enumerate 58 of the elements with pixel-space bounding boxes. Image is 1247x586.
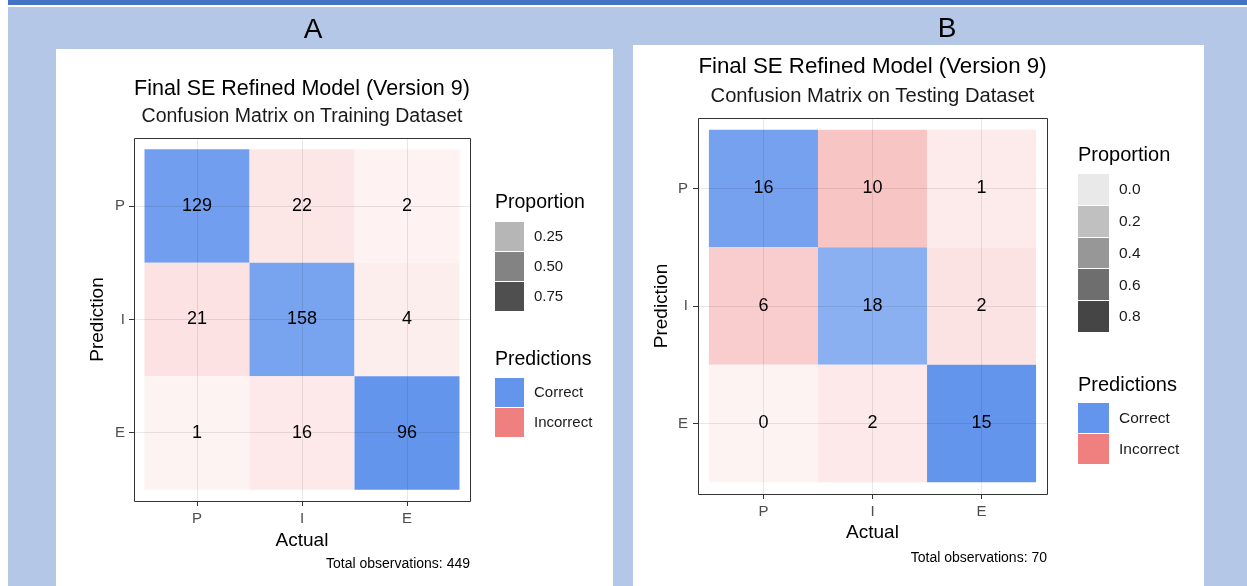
- x-tick-label: I: [870, 502, 875, 520]
- text: 0.0: [1119, 180, 1141, 198]
- y-tick-label: I: [683, 296, 688, 314]
- text: Total observations: 70: [910, 548, 1048, 565]
- data-label: 2: [867, 412, 878, 433]
- legend-label: Incorrect: [1119, 439, 1180, 457]
- legend-label: Incorrect: [534, 413, 594, 431]
- data-label: 2: [976, 294, 987, 315]
- text: 0.4: [1119, 243, 1141, 261]
- y-tick-label: P: [677, 178, 688, 196]
- x-tick-label: P: [191, 509, 203, 527]
- legend-label: Correct: [534, 383, 585, 401]
- chart-subtitle: Confusion Matrix on Testing Dataset: [710, 83, 1035, 106]
- data-label: 21: [186, 308, 208, 329]
- legend-title: Predictions: [495, 347, 592, 370]
- chart-title: Final SE Refined Model (Version 9): [134, 75, 470, 100]
- data-label: 129: [181, 195, 213, 216]
- data-label: 16: [291, 421, 313, 442]
- x-tick-label: E: [401, 509, 413, 527]
- text: 0.2: [1119, 211, 1141, 229]
- text: 0.75: [534, 287, 564, 305]
- text: Proportion: [1078, 142, 1171, 165]
- text: Proportion: [495, 190, 585, 213]
- data-label: 96: [396, 421, 418, 442]
- y-tick-label: E: [677, 413, 688, 431]
- text: 0.50: [534, 257, 564, 275]
- y-tick-label: P: [114, 196, 125, 214]
- data-label: 1: [191, 421, 203, 442]
- y-axis-title: Prediction: [86, 277, 108, 362]
- text: A: [302, 12, 324, 46]
- data-label: 158: [286, 308, 318, 329]
- data-label: 18: [862, 294, 883, 315]
- y-axis-title: Prediction: [650, 263, 672, 349]
- data-label: 15: [971, 412, 992, 433]
- x-tick-label: P: [758, 502, 769, 520]
- y-tick-label: I: [120, 309, 125, 327]
- x-axis-title: Actual: [846, 521, 899, 543]
- legend-title: Predictions: [1078, 372, 1177, 395]
- text: 0.6: [1119, 275, 1141, 293]
- data-label: 0: [758, 412, 769, 433]
- data-label: 4: [401, 308, 413, 329]
- data-label: 2: [401, 195, 413, 216]
- text: Total observations: 449: [326, 554, 471, 571]
- data-label: 22: [291, 195, 313, 216]
- x-axis-title: Actual: [275, 529, 329, 551]
- data-label: 1: [976, 177, 987, 198]
- data-label: 6: [758, 294, 769, 315]
- x-tick-label: I: [299, 509, 305, 527]
- legend-label: Correct: [1119, 408, 1171, 426]
- data-label: 10: [862, 177, 883, 198]
- y-tick-label: E: [114, 423, 125, 441]
- x-tick-label: E: [976, 502, 987, 520]
- chart-title: Final SE Refined Model (Version 9): [698, 53, 1047, 79]
- text: 0.25: [534, 227, 564, 245]
- chart-subtitle: Confusion Matrix on Training Dataset: [141, 104, 463, 127]
- data-label: 16: [753, 177, 774, 198]
- text: 0.8: [1119, 307, 1141, 325]
- text: B: [936, 11, 958, 45]
